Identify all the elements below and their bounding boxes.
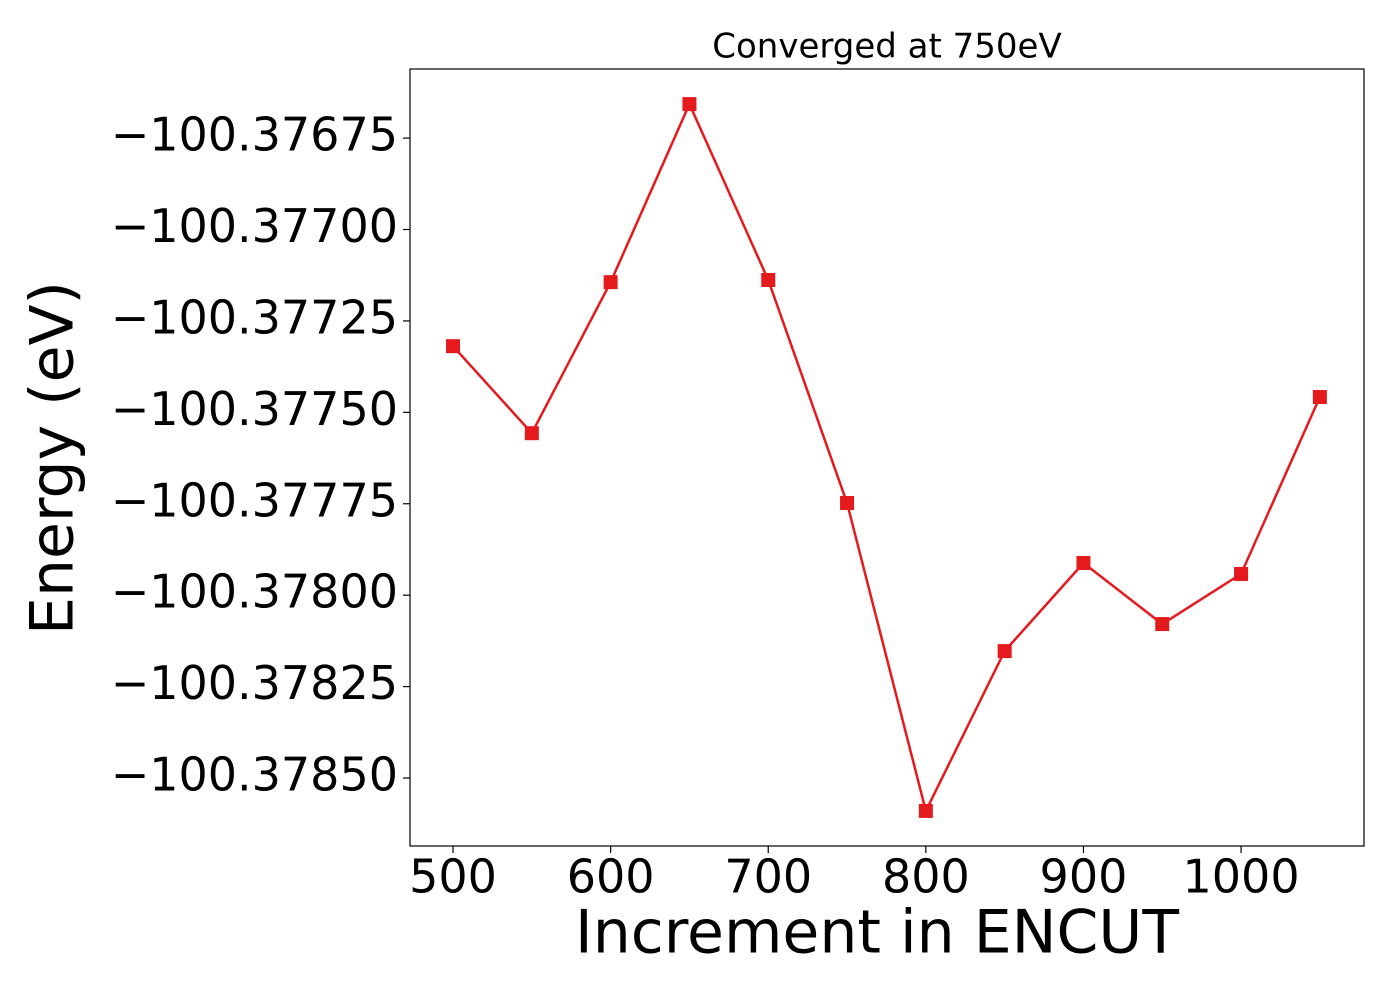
data-point <box>603 275 618 290</box>
y-axis-label: Energy (eV) <box>18 281 88 635</box>
x-tick-label: 800 <box>882 850 970 904</box>
y-tick-label: −100.37725 <box>111 290 398 344</box>
data-point <box>1155 617 1170 632</box>
y-tick-label: −100.37700 <box>111 199 398 253</box>
data-point <box>682 97 697 112</box>
y-tick-label: −100.37800 <box>111 565 398 619</box>
x-tick-label: 900 <box>1040 850 1128 904</box>
data-point <box>918 803 933 818</box>
x-tick-label: 600 <box>567 850 655 904</box>
x-tick-label: 1000 <box>1183 850 1300 904</box>
data-point <box>840 496 855 511</box>
chart-title: Converged at 750eV <box>712 27 1061 67</box>
data-point <box>524 426 539 441</box>
plot-frame <box>409 68 1365 847</box>
data-point <box>446 339 461 354</box>
x-tick-label: 700 <box>724 850 812 904</box>
x-axis-label: Increment in ENCUT <box>575 898 1179 968</box>
data-point <box>1312 389 1327 404</box>
y-tick-label: −100.37850 <box>111 747 398 801</box>
y-tick-label: −100.37775 <box>111 473 398 527</box>
data-point <box>1234 566 1249 581</box>
data-line <box>452 101 1322 815</box>
y-tick-label: −100.37825 <box>111 656 398 710</box>
y-tick-label: −100.37675 <box>111 108 398 162</box>
x-tick-label: 500 <box>409 850 497 904</box>
y-tick-label: −100.37750 <box>111 382 398 436</box>
data-point <box>761 272 776 287</box>
data-point <box>997 644 1012 659</box>
data-point <box>1076 555 1091 570</box>
